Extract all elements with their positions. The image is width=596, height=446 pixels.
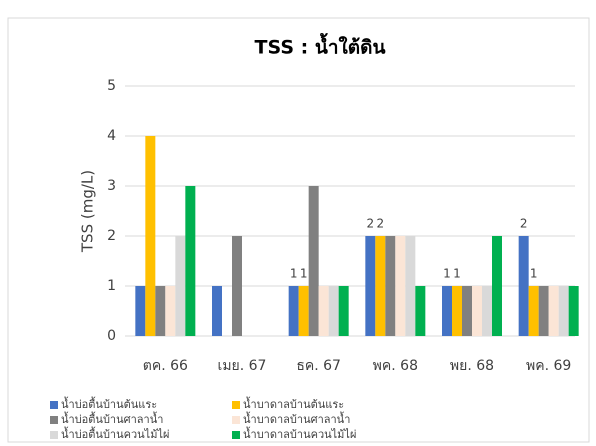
bar xyxy=(232,236,242,336)
bar xyxy=(492,236,502,336)
data-label: 1 xyxy=(443,267,451,281)
legend-swatch xyxy=(232,431,240,439)
y-axis-title: TSS (mg/L) xyxy=(79,170,97,253)
bar xyxy=(298,286,309,336)
bar xyxy=(328,286,339,336)
legend-swatch xyxy=(50,416,58,424)
bar xyxy=(482,286,492,336)
y-tick-label: 2 xyxy=(107,228,116,244)
legend-swatch xyxy=(50,401,58,409)
bar xyxy=(288,286,299,336)
legend-label: น้ำบ่อตื้นบ้านควนไม้ไผ่ xyxy=(61,426,169,441)
bar xyxy=(405,236,416,336)
x-tick-label: พค. 68 xyxy=(373,358,418,374)
bar xyxy=(415,286,426,336)
legend-swatch xyxy=(232,416,240,424)
y-tick-label: 0 xyxy=(107,328,116,344)
bar xyxy=(472,286,482,336)
y-tick-label: 4 xyxy=(107,128,116,144)
chart-title: TSS : น้ำใต้ดิน xyxy=(255,33,386,59)
data-label: 1 xyxy=(453,267,461,281)
bar xyxy=(135,286,146,336)
bar xyxy=(175,236,186,336)
bar xyxy=(365,236,376,336)
bar xyxy=(452,286,462,336)
bar xyxy=(185,186,196,336)
bar xyxy=(338,286,349,336)
legend-swatch xyxy=(50,431,58,439)
x-tick-label: ตค. 66 xyxy=(143,358,188,374)
data-label: 1 xyxy=(300,267,308,281)
bar xyxy=(568,286,579,336)
legend-label: น้ำบ่อตื้นบ้านศาลาน้ำ xyxy=(61,411,163,426)
bar xyxy=(385,236,396,336)
data-label: 1 xyxy=(530,267,538,281)
bar xyxy=(548,286,559,336)
x-tick-label: พย. 68 xyxy=(450,358,494,374)
bar xyxy=(442,286,452,336)
bar xyxy=(375,236,386,336)
bar xyxy=(165,286,176,336)
legend-label: น้ำบาดาลบ้านศาลาน้ำ xyxy=(243,411,350,426)
y-tick-label: 5 xyxy=(107,78,116,94)
bar xyxy=(518,236,529,336)
bar xyxy=(308,186,319,336)
bar xyxy=(212,286,222,336)
legend-label: น้ำบ่อตื้นบ้านต้นแระ xyxy=(61,396,157,411)
data-label: 2 xyxy=(367,217,375,231)
legend-swatch xyxy=(232,401,240,409)
y-tick-label: 1 xyxy=(107,278,116,294)
bar xyxy=(318,286,329,336)
data-label: 1 xyxy=(290,267,298,281)
legend-label: น้ำบาดาลบ้านต้นแระ xyxy=(243,396,344,411)
legend-label: น้ำบาดาลบ้านควนไม้ไผ่ xyxy=(243,426,356,441)
y-tick-label: 3 xyxy=(107,178,116,194)
x-tick-label: พค. 69 xyxy=(526,358,571,374)
bar xyxy=(538,286,549,336)
bar xyxy=(528,286,539,336)
bar xyxy=(395,236,406,336)
bar xyxy=(145,136,156,336)
data-label: 2 xyxy=(377,217,385,231)
x-tick-label: ธค. 67 xyxy=(296,358,341,374)
bar xyxy=(462,286,472,336)
chart-frame xyxy=(7,17,590,443)
bar xyxy=(558,286,569,336)
bar xyxy=(155,286,166,336)
x-tick-label: เมย. 67 xyxy=(218,358,267,374)
data-label: 2 xyxy=(520,217,528,231)
